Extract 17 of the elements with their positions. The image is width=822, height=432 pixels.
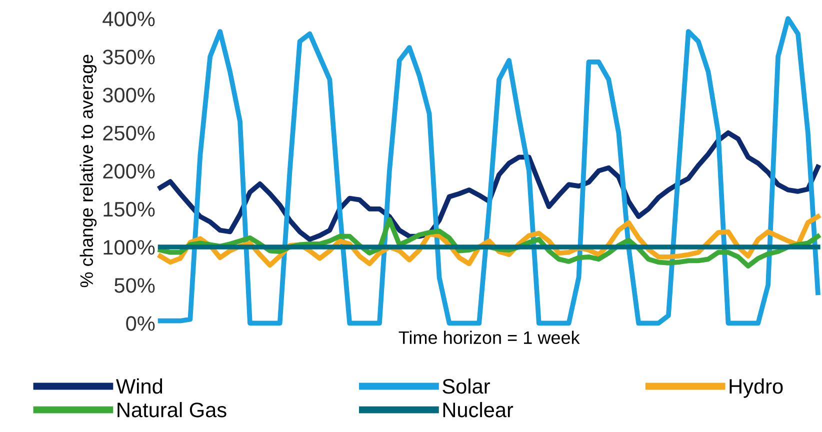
y-tick-label: 350% [102, 50, 155, 64]
y-tick-label: 300% [102, 88, 155, 102]
x-axis-title: Time horizon = 1 week [398, 330, 580, 344]
y-tick-label: 0% [126, 316, 155, 331]
y-tick-label: 400% [102, 12, 155, 26]
y-axis-title: % change relative to average [80, 54, 97, 288]
y-tick-label: 250% [103, 126, 155, 141]
legend-label: Natural Gas [118, 402, 226, 418]
legend-label: Wind [116, 378, 162, 394]
legend-label: Solar [442, 378, 490, 394]
legend-label: Nuclear [443, 402, 514, 418]
y-tick-label: 100% [104, 240, 155, 255]
y-tick-label: 150% [104, 202, 155, 217]
line-series [158, 16, 820, 326]
y-tick-label: 50% [114, 278, 155, 293]
y-tick-label: 200% [103, 164, 155, 179]
legend-label: Hydro [730, 378, 783, 398]
